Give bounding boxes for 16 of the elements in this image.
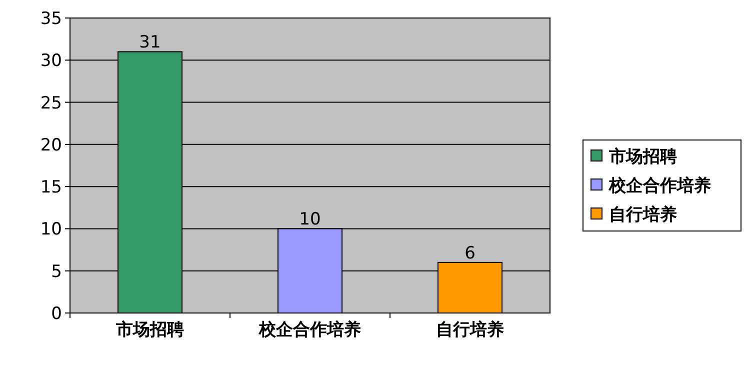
y-tick-label: 30 [40,51,62,72]
y-tick-label: 20 [40,135,62,156]
data-label: 31 [139,32,161,53]
data-label: 10 [299,210,321,230]
x-tick-label: 校企合作培养 [258,320,361,340]
y-tick-label: 0 [51,304,62,324]
legend-label: 市场招聘 [608,147,677,167]
y-tick-label: 35 [40,9,62,29]
x-tick-label: 自行培养 [436,320,504,340]
y-tick-label: 15 [40,178,62,198]
x-tick-label: 市场招聘 [115,320,184,340]
y-tick-label: 5 [51,262,62,282]
y-tick-label: 10 [40,220,62,240]
data-label: 6 [464,243,476,264]
y-tick-label: 25 [40,93,62,114]
legend-label: 自行培养 [609,205,677,225]
